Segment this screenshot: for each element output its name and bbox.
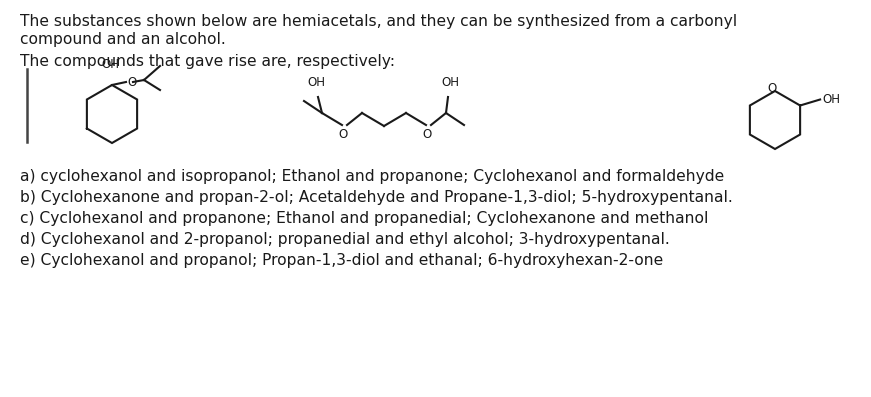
Text: OH: OH [101, 58, 119, 71]
Text: O: O [422, 128, 432, 141]
Text: O: O [338, 128, 348, 141]
Text: e) Cyclohexanol and propanol; Propan-1,3-diol and ethanal; 6-hydroxyhexan-2-one: e) Cyclohexanol and propanol; Propan-1,3… [20, 253, 663, 268]
Text: OH: OH [441, 76, 459, 89]
Text: c) Cyclohexanol and propanone; Ethanol and propanedial; Cyclohexanone and methan: c) Cyclohexanol and propanone; Ethanol a… [20, 211, 708, 226]
Text: OH: OH [822, 93, 841, 106]
Text: The substances shown below are hemiacetals, and they can be synthesized from a c: The substances shown below are hemiaceta… [20, 14, 737, 29]
Text: OH: OH [307, 76, 325, 89]
Text: The compounds that gave rise are, respectively:: The compounds that gave rise are, respec… [20, 54, 395, 69]
Text: O: O [127, 77, 136, 89]
Text: O: O [767, 81, 777, 94]
Text: d) Cyclohexanol and 2-propanol; propanedial and ethyl alcohol; 3-hydroxypentanal: d) Cyclohexanol and 2-propanol; propaned… [20, 232, 670, 247]
Text: compound and an alcohol.: compound and an alcohol. [20, 32, 226, 47]
Text: b) Cyclohexanone and propan-2-ol; Acetaldehyde and Propane-1,3-diol; 5-hydroxype: b) Cyclohexanone and propan-2-ol; Acetal… [20, 190, 733, 205]
Text: a) cyclohexanol and isopropanol; Ethanol and propanone; Cyclohexanol and formald: a) cyclohexanol and isopropanol; Ethanol… [20, 169, 725, 184]
